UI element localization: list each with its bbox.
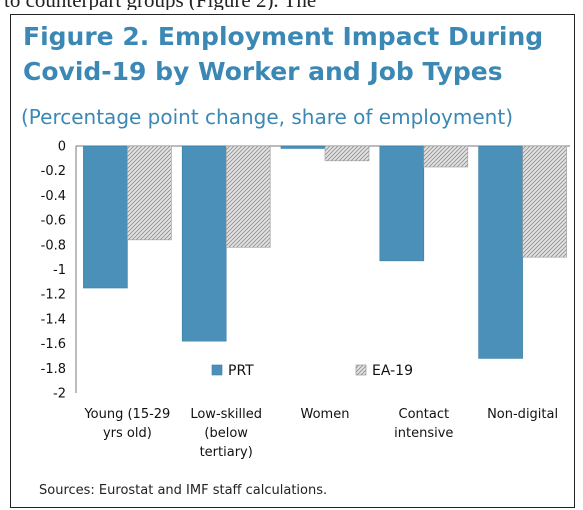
y-tick-label: -0.6: [41, 214, 66, 229]
y-tick-label: -1: [53, 263, 66, 278]
bar-prt-4: [478, 145, 523, 359]
figure-source: Sources: Eurostat and IMF staff calculat…: [39, 483, 328, 498]
bar-ea-19-1: [225, 145, 271, 248]
y-tick-label: 0: [58, 140, 66, 155]
y-tick-label: -0.4: [41, 189, 66, 204]
legend-swatch-ea-19: [355, 364, 367, 376]
y-tick-label: -1.6: [41, 337, 66, 352]
y-tick-label: -0.2: [41, 164, 66, 179]
category-label: Contact intensive: [394, 407, 453, 441]
y-tick-label: -1.4: [41, 312, 66, 327]
body-text-snippet: to counterpart groups (Figure 2). The: [0, 0, 583, 10]
figure-title: Figure 2. Employment Impact During Covid…: [23, 22, 544, 86]
bar-prt-2: [280, 145, 326, 149]
bar-prt-1: [181, 145, 227, 342]
bar-prt-3: [379, 145, 425, 262]
legend-label-prt: PRT: [228, 363, 254, 379]
y-tick-label: -0.8: [41, 238, 66, 253]
category-label: Low-skilled (below tertiary): [190, 407, 262, 460]
bar-ea-19-4: [522, 145, 567, 258]
category-label: Non-digital: [487, 407, 558, 422]
y-tick-label: -1.2: [41, 288, 66, 303]
legend-swatch-prt: [211, 364, 223, 376]
bar-ea-19-0: [127, 145, 172, 241]
category-label: Women: [301, 407, 350, 422]
y-tick-label: -2: [53, 387, 66, 402]
legend-label-ea-19: EA-19: [372, 363, 413, 379]
bar-ea-19-2: [324, 145, 370, 162]
bar-ea-19-3: [423, 145, 469, 168]
bar-prt-0: [83, 145, 128, 289]
figure-subtitle: (Percentage point change, share of emplo…: [21, 105, 514, 129]
y-tick-label: -1.8: [41, 362, 66, 377]
category-label: Young (15-29 yrs old): [83, 407, 170, 441]
